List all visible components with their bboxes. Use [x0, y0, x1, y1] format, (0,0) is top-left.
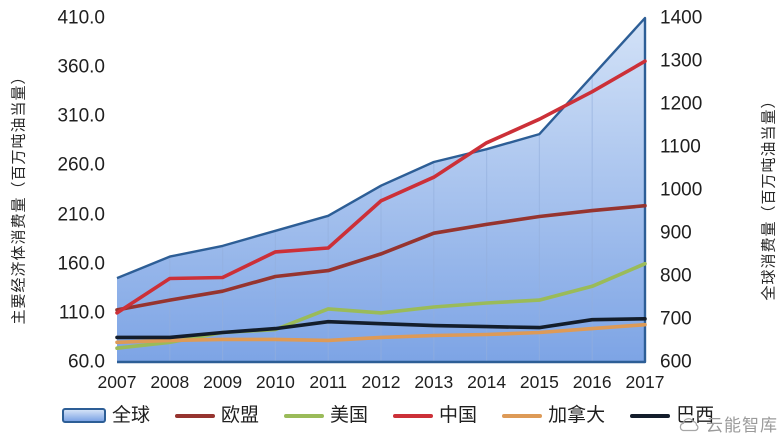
- x-tick-2017: 2017: [625, 372, 665, 392]
- legend-label-全球: 全球: [112, 405, 151, 426]
- series-line-巴西: [115, 316, 647, 340]
- legend-item-全球: 全球: [62, 406, 150, 425]
- x-tick-2014: 2014: [467, 372, 507, 392]
- legend-item-巴西: 巴西: [630, 406, 714, 425]
- legend-swatch-中国: [393, 413, 434, 418]
- left-tick-210.0: 210.0: [57, 204, 105, 226]
- chart-legend: 全球 欧盟 美国 中国 加拿大 巴西: [62, 406, 714, 425]
- series-line-欧盟: [115, 203, 647, 312]
- x-tick-2011: 2011: [309, 372, 348, 392]
- x-tick-2008: 2008: [150, 372, 190, 392]
- legend-label-美国: 美国: [330, 405, 369, 426]
- legend-item-美国: 美国: [284, 406, 368, 425]
- series-line-中国: [115, 59, 647, 315]
- right-tick-1100: 1100: [660, 136, 701, 158]
- legend-item-中国: 中国: [393, 406, 477, 425]
- legend-swatch-欧盟: [175, 413, 216, 418]
- legend-swatch-巴西: [630, 413, 671, 418]
- legend-swatch-加拿大: [502, 413, 543, 418]
- right-tick-1000: 1000: [660, 179, 703, 201]
- right-tick-700: 700: [660, 308, 692, 330]
- legend-swatch-美国: [284, 413, 325, 418]
- series-line-加拿大: [115, 322, 647, 345]
- left-tick-60.0: 60.0: [68, 351, 105, 373]
- left-tick-110.0: 110.0: [58, 302, 105, 324]
- left-tick-310.0: 310.0: [57, 105, 105, 127]
- legend-item-加拿大: 加拿大: [502, 406, 605, 425]
- right-axis-title: 全球消费量（百万吨油当量）: [760, 92, 778, 301]
- x-tick-2015: 2015: [519, 372, 559, 392]
- legend-label-巴西: 巴西: [676, 405, 715, 426]
- right-tick-1300: 1300: [660, 50, 703, 72]
- legend-label-中国: 中国: [439, 405, 478, 426]
- x-tick-2010: 2010: [255, 372, 295, 392]
- legend-swatch-全球: [62, 408, 106, 423]
- x-tick-2016: 2016: [572, 372, 612, 392]
- series-area-border: [116, 16, 647, 364]
- x-tick-2013: 2013: [414, 372, 454, 392]
- legend-item-欧盟: 欧盟: [175, 406, 259, 425]
- legend-label-加拿大: 加拿大: [548, 405, 606, 426]
- right-tick-800: 800: [660, 265, 692, 287]
- watermark: 云能智库: [676, 411, 778, 436]
- left-axis-title: 主要经济体消费量（百万吨油当量）: [10, 68, 28, 325]
- x-tick-2012: 2012: [361, 372, 401, 392]
- right-tick-1400: 1400: [660, 7, 703, 29]
- right-tick-600: 600: [660, 351, 692, 373]
- left-tick-360.0: 360.0: [57, 56, 105, 78]
- right-tick-900: 900: [660, 222, 692, 244]
- cloud-logo-icon: [679, 417, 699, 431]
- x-tick-2009: 2009: [203, 372, 243, 392]
- left-tick-260.0: 260.0: [57, 154, 105, 176]
- right-tick-1200: 1200: [660, 93, 703, 115]
- legend-label-欧盟: 欧盟: [221, 405, 260, 426]
- left-tick-410.0: 410.0: [57, 7, 105, 29]
- left-tick-160.0: 160.0: [57, 253, 105, 275]
- x-tick-2007: 2007: [97, 372, 137, 392]
- watermark-text: 云能智库: [706, 416, 778, 435]
